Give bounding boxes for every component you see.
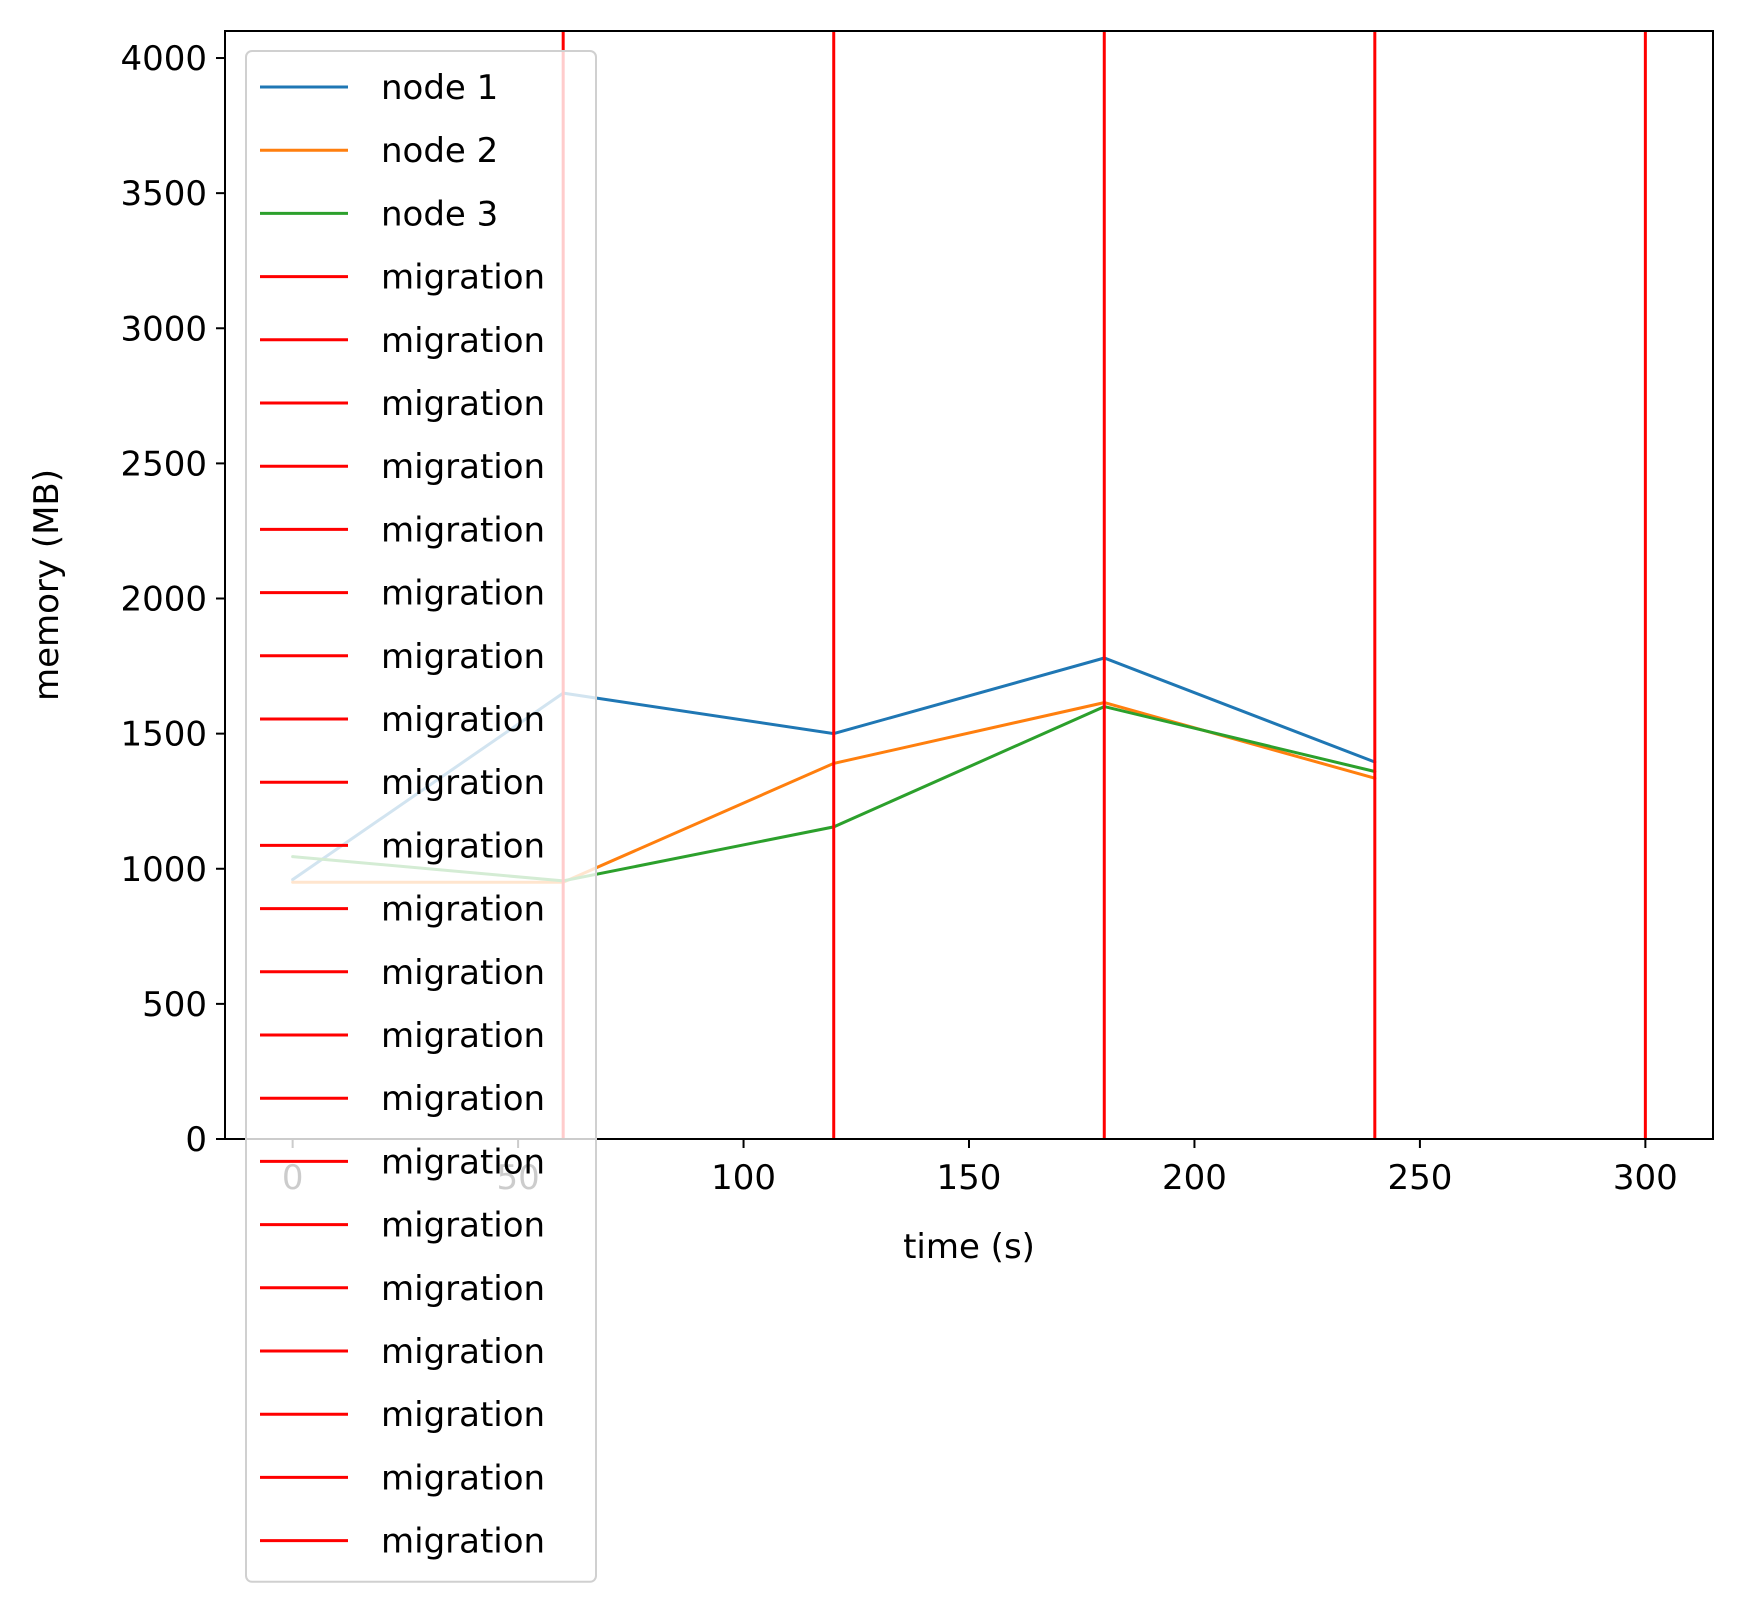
legend-label: migration xyxy=(381,953,545,993)
y-tick-label: 1000 xyxy=(120,850,207,890)
legend-label: node 1 xyxy=(381,68,498,108)
legend-label: migration xyxy=(381,447,545,487)
x-tick-label: 100 xyxy=(711,1158,776,1198)
legend-label: migration xyxy=(381,890,545,930)
legend-label: migration xyxy=(381,1332,545,1372)
legend-label: migration xyxy=(381,384,545,424)
legend-label: migration xyxy=(381,1016,545,1056)
y-tick-label: 1500 xyxy=(120,715,207,755)
legend-label: migration xyxy=(381,1206,545,1246)
legend-label: migration xyxy=(381,700,545,740)
legend-label: migration xyxy=(381,321,545,361)
legend-label: node 3 xyxy=(381,194,498,234)
legend-label: migration xyxy=(381,510,545,550)
x-tick-label: 200 xyxy=(1162,1158,1227,1198)
y-tick-label: 3000 xyxy=(120,309,207,349)
y-tick-label: 3500 xyxy=(120,174,207,214)
x-tick-label: 150 xyxy=(937,1158,1002,1198)
y-axis-label: memory (MB) xyxy=(27,469,67,701)
x-tick-label: 300 xyxy=(1613,1158,1678,1198)
y-tick-label: 4000 xyxy=(120,39,207,79)
y-tick-label: 2000 xyxy=(120,580,207,620)
legend-label: migration xyxy=(381,1522,545,1562)
x-axis-label: time (s) xyxy=(903,1227,1035,1267)
legend-label: migration xyxy=(381,1458,545,1498)
legend-label: migration xyxy=(381,1395,545,1435)
legend-box xyxy=(245,50,597,1583)
legend-label: node 2 xyxy=(381,131,498,171)
y-tick-label: 500 xyxy=(142,985,207,1025)
legend-label: migration xyxy=(381,1269,545,1309)
legend-label: migration xyxy=(381,763,545,803)
legend-label: migration xyxy=(381,574,545,614)
legend-label: migration xyxy=(381,1142,545,1182)
legend-label: migration xyxy=(381,637,545,677)
legend-label: migration xyxy=(381,826,545,866)
y-tick-label: 2500 xyxy=(120,444,207,484)
legend: node 1 node 2 node 3 migration migration migr… xyxy=(245,50,597,1583)
legend-label: migration xyxy=(381,258,545,298)
x-tick-label: 250 xyxy=(1387,1158,1452,1198)
y-tick-label: 0 xyxy=(185,1120,207,1160)
legend-label: migration xyxy=(381,1079,545,1119)
